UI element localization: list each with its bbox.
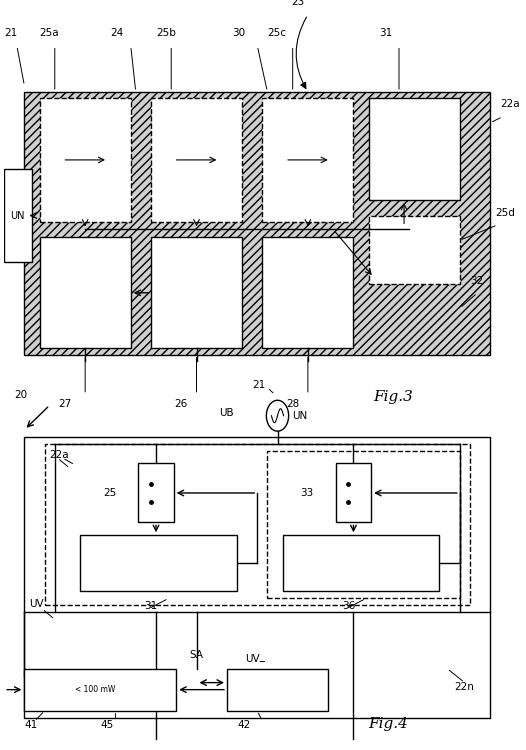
Text: 26: 26 <box>175 399 188 410</box>
Text: UB: UB <box>219 409 234 419</box>
Bar <box>336 464 371 523</box>
Text: 36: 36 <box>342 601 355 610</box>
Bar <box>24 668 176 711</box>
Text: 45: 45 <box>100 720 114 730</box>
Bar <box>262 237 353 349</box>
Bar <box>138 464 174 523</box>
Text: 28: 28 <box>286 399 299 410</box>
Text: 23: 23 <box>291 0 305 8</box>
Text: UV: UV <box>29 598 44 609</box>
Text: UN: UN <box>292 411 307 421</box>
Text: 32: 32 <box>470 275 483 286</box>
Text: 24: 24 <box>110 28 124 38</box>
Bar <box>24 436 490 718</box>
Text: 31: 31 <box>144 601 158 610</box>
Text: 30: 30 <box>232 28 245 38</box>
Text: 22a: 22a <box>50 450 69 460</box>
Text: UN: UN <box>11 211 25 220</box>
Bar <box>282 535 440 591</box>
Text: UV: UV <box>245 653 259 664</box>
Bar <box>267 451 460 598</box>
Text: 25: 25 <box>103 488 116 498</box>
Bar <box>262 98 353 222</box>
Text: Fig.3: Fig.3 <box>373 390 413 404</box>
Bar <box>45 444 470 605</box>
Text: 41: 41 <box>24 720 38 730</box>
Bar <box>80 535 237 591</box>
Text: 25a: 25a <box>39 28 59 38</box>
Text: 31: 31 <box>379 28 392 38</box>
Text: 25c: 25c <box>267 28 286 38</box>
Bar <box>151 98 242 222</box>
Text: 21: 21 <box>4 28 17 38</box>
Text: 25d: 25d <box>495 208 515 218</box>
Text: 22a: 22a <box>500 100 520 109</box>
Text: 42: 42 <box>237 720 250 730</box>
Text: 22n: 22n <box>454 682 474 692</box>
Text: 27: 27 <box>58 399 72 410</box>
Bar <box>369 215 460 284</box>
Text: 25b: 25b <box>156 28 176 38</box>
Text: SA: SA <box>189 650 204 660</box>
Text: Fig.4: Fig.4 <box>369 717 409 731</box>
Text: < 100 mW: < 100 mW <box>75 686 116 694</box>
Bar <box>151 237 242 349</box>
Bar <box>39 98 131 222</box>
Bar <box>24 92 490 355</box>
Bar <box>39 237 131 349</box>
Bar <box>369 98 460 200</box>
Bar <box>4 170 32 262</box>
Bar <box>227 668 328 711</box>
Text: 21: 21 <box>252 380 266 390</box>
Text: 33: 33 <box>300 488 313 498</box>
Text: 20: 20 <box>14 390 27 400</box>
